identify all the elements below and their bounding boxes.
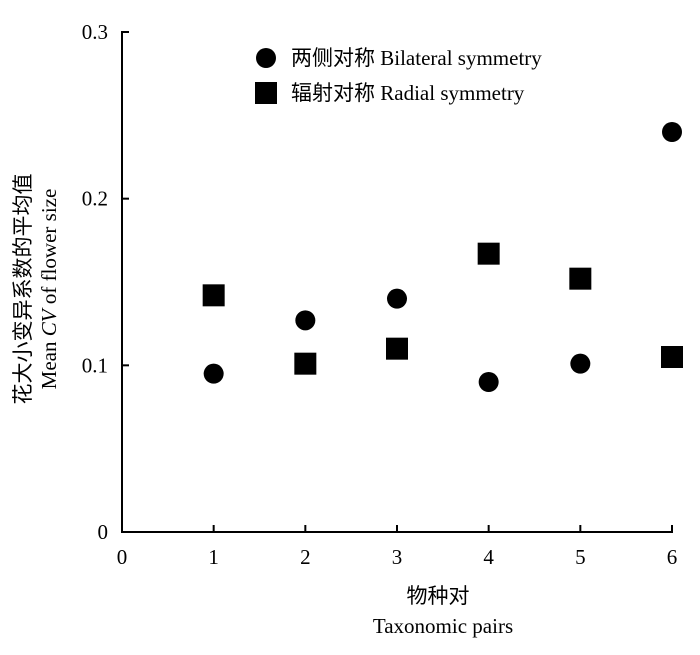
radial-point (661, 346, 683, 368)
x-tick-label: 2 (300, 545, 311, 569)
radial-point (386, 337, 408, 360)
y-tick-label: 0.1 (82, 353, 108, 377)
y-axis-title-italic: CV (37, 307, 61, 336)
axis-titles: 物种对 Taxonomic pairs 花大小变异系数的平均值 Mean CV … (11, 174, 513, 639)
bilateral-point (662, 122, 682, 142)
x-axis-title-cn: 物种对 (407, 584, 470, 608)
x-tick-label: 1 (208, 545, 219, 569)
y-axis-title-suffix: of flower size (37, 189, 61, 310)
bilateral-point (203, 363, 224, 384)
radial-point (569, 267, 592, 290)
radial-point (294, 352, 317, 375)
y-tick-label: 0.3 (82, 20, 108, 44)
bilateral-point (478, 372, 499, 392)
legend-radial-marker (255, 82, 277, 104)
y-axis-title-prefix: Mean (37, 336, 61, 389)
x-tick-label: 6 (667, 545, 678, 569)
y-tick-label: 0 (98, 520, 109, 544)
x-tick-label: 0 (117, 545, 128, 569)
y-tick-label: 0.2 (82, 187, 108, 211)
legend-bilateral-label: 两侧对称 Bilateral symmetry (291, 46, 542, 70)
bilateral-point (570, 353, 591, 374)
x-tick-label: 3 (392, 545, 403, 569)
bilateral-point (295, 310, 316, 331)
legend: 两侧对称 Bilateral symmetry 辐射对称 Radial symme… (255, 46, 542, 105)
x-axis-title: Taxonomic pairs (373, 614, 513, 638)
x-tick-label: 4 (483, 545, 494, 569)
y-axis-title: Mean CV of flower size (37, 189, 61, 390)
bilateral-point (387, 288, 407, 309)
legend-bilateral-marker (256, 48, 276, 68)
x-tick-label: 5 (575, 545, 586, 569)
ticks: 0 1 2 3 4 5 6 0 0.1 0.2 0.3 (82, 20, 678, 569)
radial-point (477, 242, 500, 265)
y-axis-title-cn: 花大小变异系数的平均值 (11, 174, 35, 405)
legend-radial-label: 辐射对称 Radial symmetry (291, 81, 525, 105)
data-points (202, 122, 683, 392)
radial-point (202, 284, 225, 307)
